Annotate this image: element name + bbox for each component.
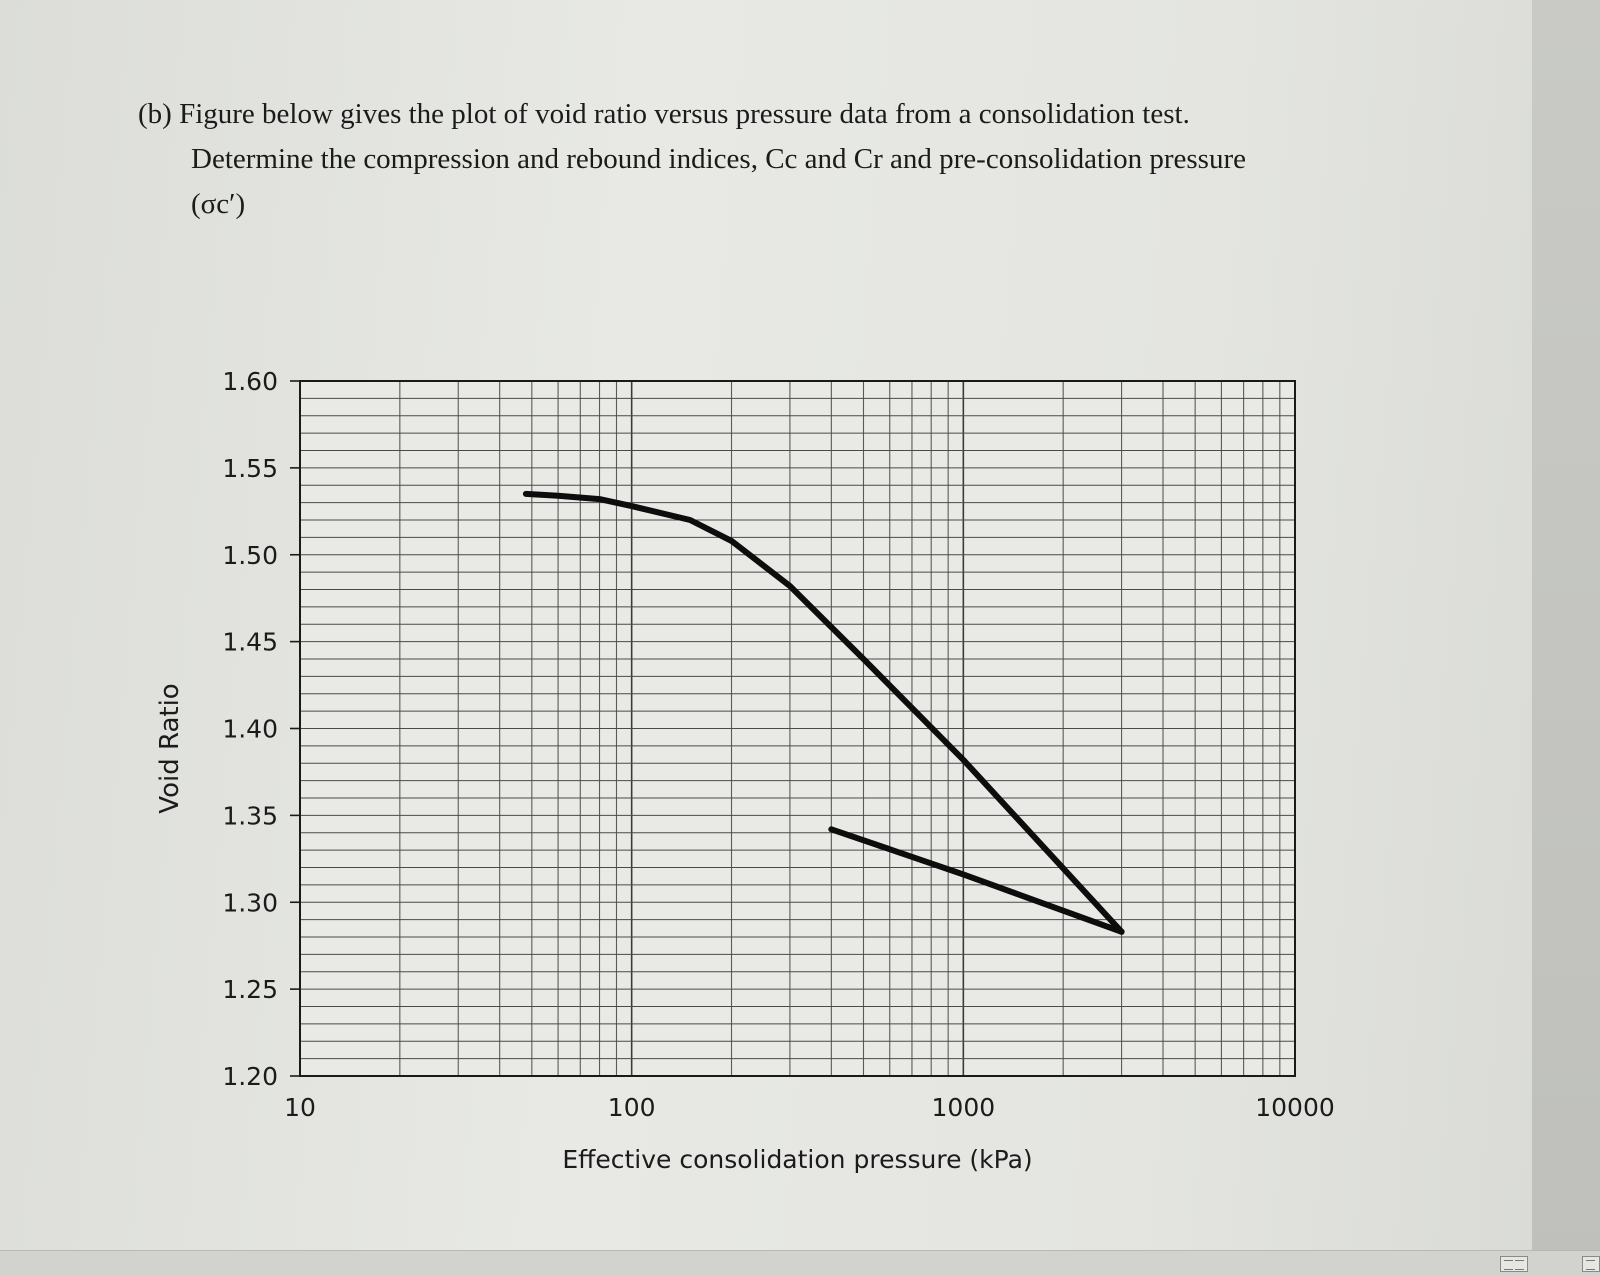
y-tick-label: 1.25 [222,975,278,1004]
loading-curve-line [522,490,1125,935]
y-tick-label: 1.60 [222,367,278,396]
x-axis-label: Effective consolidation pressure (kPa) [562,1145,1032,1174]
x-tick-label: 1000 [932,1093,996,1122]
question-line-1: (b) Figure below gives the plot of void … [138,98,1190,130]
status-bar [0,1250,1600,1276]
y-tick-label: 1.35 [222,801,278,830]
y-tick-label: 1.40 [222,715,278,744]
y-tick-label: 1.50 [222,541,278,570]
two-page-view-icon[interactable] [1500,1256,1528,1272]
question-text: (b) Figure below gives the plot of void … [138,92,1378,227]
question-line-2: Determine the compression and rebound in… [191,143,1246,175]
y-tick-label: 1.45 [222,628,278,657]
chart-grid [299,380,1295,1077]
y-axis-label: Void Ratio [155,683,185,813]
x-tick-label: 10 [284,1093,316,1122]
x-tick-label: 10000 [1255,1093,1335,1122]
y-tick-label: 1.55 [222,454,278,483]
unloading-curve-line [828,826,1125,935]
chart-series [522,490,1125,935]
single-page-view-icon[interactable] [1582,1256,1600,1272]
x-tick-label: 100 [608,1093,656,1122]
y-tick-label: 1.30 [222,888,278,917]
window-edge [1532,0,1600,1276]
plot-area-border [299,380,1296,1077]
y-tick-label: 1.20 [222,1062,278,1091]
chart-ticks: 1.20 1.25 1.30 1.35 1.40 1.45 1.50 1.55 1.60 10 10… [222,367,1334,1122]
void-ratio-chart: 1.20 1.25 1.30 1.35 1.40 1.45 1.50 1.55 1.60 10 10… [155,367,1335,1174]
question-line-3: (σc′) [191,188,246,220]
